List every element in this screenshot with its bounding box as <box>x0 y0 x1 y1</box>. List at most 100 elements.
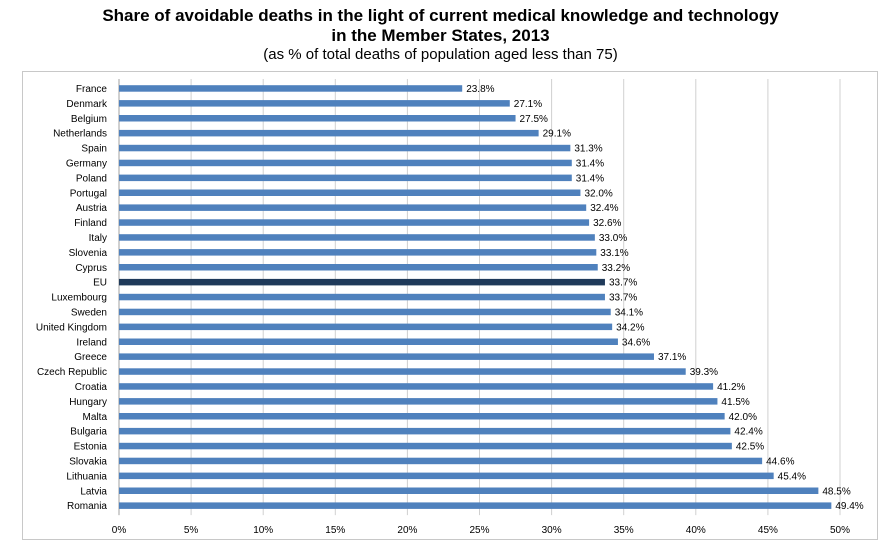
chart-frame <box>22 71 878 540</box>
category-label: Greece <box>74 352 107 363</box>
category-label: Denmark <box>66 99 108 110</box>
bar <box>119 487 819 494</box>
chart-subtitle: (as % of total deaths of population aged… <box>263 46 618 63</box>
category-label: Croatia <box>75 382 108 393</box>
data-label: 31.4% <box>576 158 604 169</box>
bar <box>119 353 654 360</box>
data-label: 33.1% <box>600 248 628 259</box>
category-label: Finland <box>74 218 107 229</box>
data-label: 44.6% <box>766 456 794 467</box>
bar <box>119 249 597 256</box>
bar <box>119 323 613 331</box>
data-label: 34.1% <box>615 307 643 318</box>
category-label: EU <box>93 278 107 289</box>
category-label: Germany <box>66 158 107 169</box>
data-label: 41.2% <box>717 382 745 393</box>
x-tick-label: 40% <box>686 525 706 536</box>
category-label: Estonia <box>74 442 108 453</box>
bar <box>119 338 618 345</box>
x-tick-label: 15% <box>325 525 345 536</box>
data-label: 41.5% <box>721 397 749 408</box>
x-tick-label: 10% <box>253 525 273 536</box>
data-label: 48.5% <box>822 486 850 497</box>
category-label: Ireland <box>76 337 107 348</box>
bar <box>119 383 714 390</box>
x-tick-label: 5% <box>184 525 199 536</box>
data-label: 39.3% <box>690 367 718 378</box>
data-label: 42.5% <box>736 442 764 453</box>
chart-title-line2: in the Member States, 2013 <box>331 26 550 45</box>
category-label: Italy <box>89 233 107 244</box>
category-label: Cyprus <box>75 263 107 274</box>
category-label: Bulgaria <box>70 427 107 438</box>
data-label: 45.4% <box>778 471 806 482</box>
category-label: United Kingdom <box>36 322 107 333</box>
data-label: 32.0% <box>584 188 612 199</box>
data-label: 32.6% <box>593 218 621 229</box>
bar <box>119 189 581 196</box>
category-label: Latvia <box>80 486 107 497</box>
data-label: 34.2% <box>616 322 644 333</box>
category-label: Luxembourg <box>51 293 107 304</box>
category-label: Austria <box>76 203 108 214</box>
category-label: Hungary <box>69 397 107 408</box>
category-label: Lithuania <box>66 471 107 482</box>
data-label: 27.5% <box>520 114 548 125</box>
x-tick-label: 30% <box>542 525 562 536</box>
category-label: Sweden <box>71 307 107 318</box>
data-label: 31.3% <box>574 144 602 155</box>
data-label: 33.2% <box>602 263 630 274</box>
data-label: 33.7% <box>609 278 637 289</box>
bar <box>119 159 572 167</box>
bar <box>119 413 725 420</box>
bar <box>119 144 571 152</box>
x-tick-label: 35% <box>614 525 634 536</box>
bar <box>119 174 572 182</box>
data-label: 42.4% <box>734 427 762 438</box>
category-label: Spain <box>81 144 107 155</box>
category-label: Czech Republic <box>37 367 107 378</box>
bar <box>119 427 731 435</box>
data-label: 49.4% <box>835 501 863 512</box>
category-label: Belgium <box>71 114 107 125</box>
data-label: 23.8% <box>466 84 494 95</box>
bar <box>119 129 539 137</box>
bar <box>119 472 774 480</box>
bar <box>119 115 516 122</box>
chart-title-line1: Share of avoidable deaths in the light o… <box>102 6 779 25</box>
category-label: France <box>76 84 108 95</box>
category-label: Netherlands <box>53 129 107 140</box>
bar <box>119 278 605 286</box>
bar <box>119 457 763 465</box>
category-label: Malta <box>83 412 108 423</box>
data-label: 33.0% <box>599 233 627 244</box>
bar <box>119 264 598 271</box>
bar <box>119 85 463 92</box>
bar <box>119 442 732 450</box>
bar <box>119 308 611 316</box>
category-label: Portugal <box>70 188 107 199</box>
bar <box>119 368 686 375</box>
category-label: Slovenia <box>69 248 108 259</box>
bar <box>119 234 595 241</box>
bar <box>119 204 587 211</box>
bar <box>119 502 832 509</box>
bar <box>119 100 510 107</box>
bar <box>119 398 718 405</box>
category-label: Slovakia <box>69 456 107 467</box>
data-label: 29.1% <box>543 129 571 140</box>
data-label: 42.0% <box>729 412 757 423</box>
data-label: 37.1% <box>658 352 686 363</box>
data-label: 32.4% <box>590 203 618 214</box>
data-label: 33.7% <box>609 293 637 304</box>
data-label: 34.6% <box>622 337 650 348</box>
data-label: 27.1% <box>514 99 542 110</box>
x-tick-label: 20% <box>397 525 417 536</box>
x-tick-label: 25% <box>469 525 489 536</box>
category-label: Poland <box>76 173 107 184</box>
bar <box>119 219 590 226</box>
x-tick-label: 45% <box>758 525 778 536</box>
x-tick-label: 0% <box>112 525 127 536</box>
category-label: Romania <box>67 501 107 512</box>
